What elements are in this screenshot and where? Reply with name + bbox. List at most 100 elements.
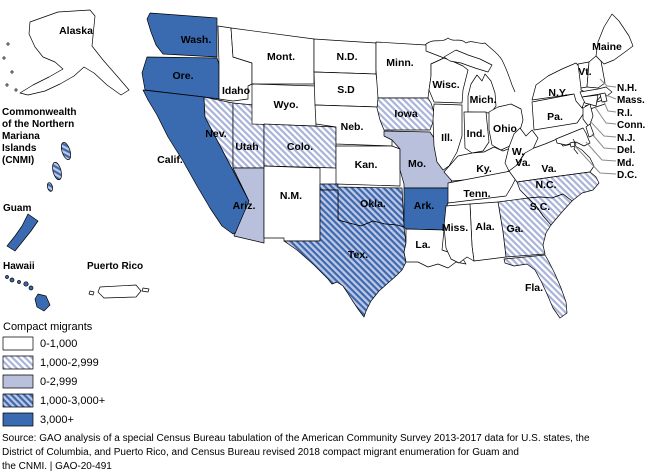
state-iowa — [376, 97, 435, 131]
leader-label: Mass. — [617, 95, 645, 106]
state-label-ks: Kan. — [355, 159, 378, 171]
state-label-ms: Miss. — [442, 222, 468, 234]
state-delaware — [585, 123, 595, 138]
state-label-nd: N.D. — [337, 51, 358, 63]
state-label-az: Ariz. — [233, 200, 256, 212]
state-label-wv: W. — [512, 146, 524, 158]
hawaii-island — [23, 281, 29, 287]
legend-swatch-1000-2999 — [2, 355, 34, 370]
aleutian-island — [6, 42, 10, 46]
state-michigan-upper-peninsula — [443, 49, 493, 73]
state-alaska — [19, 9, 130, 96]
leader-line-del — [591, 133, 617, 150]
cnmi-label: (CNMI) — [2, 155, 34, 166]
legend-label: 1,000-2,999 — [40, 357, 99, 369]
legend-row: 3,000+ — [2, 412, 74, 427]
state-mississippi — [443, 203, 475, 264]
state-rhode-island — [599, 92, 608, 103]
state-label-ok: Okla. — [360, 198, 386, 210]
state-label-tn: Tenn. — [463, 188, 490, 200]
source-note: Source: GAO analysis of a special Census… — [2, 433, 590, 472]
puerto-rico-islet — [141, 287, 150, 293]
leader-label: N.J. — [617, 133, 636, 144]
state-label-ia: Iowa — [394, 108, 417, 120]
cnmi-label: Islands — [2, 143, 37, 154]
leader-line-nh — [599, 78, 617, 88]
legend-swatch-0-1000 — [2, 336, 34, 351]
legend: Compact migrants 0-1,000 1,000-2,999 0-2… — [2, 321, 105, 427]
cnmi-island — [46, 182, 54, 192]
leader-line-mass — [605, 94, 617, 100]
aleutian-island — [14, 88, 18, 92]
legend-label: 3,000+ — [40, 414, 74, 426]
source-line: the CNMI. | GAO-20-491 — [2, 461, 112, 472]
legend-row: 1,000-2,999 — [2, 355, 99, 370]
map-labels: Alaska Wash. Ore. Calif. Idaho Mont. Wyo. Nev. U… — [2, 25, 646, 294]
state-texas — [283, 189, 407, 318]
aleutian-island — [10, 70, 14, 74]
aleutian-island — [5, 83, 9, 87]
leader-line-nj — [589, 120, 617, 138]
state-indiana — [463, 111, 490, 154]
state-label-ky: Ky. — [476, 163, 492, 175]
state-label-fl: Fla. — [525, 282, 543, 294]
state-label-ga: Ga. — [507, 223, 524, 235]
leader-label: Del. — [617, 145, 636, 156]
state-oregon — [141, 56, 220, 100]
state-label-wy: Wyo. — [274, 99, 299, 111]
legend-label: 1,000-3,000+ — [40, 395, 105, 407]
leader-label: Md. — [617, 158, 634, 169]
legend-row: 1,000-3,000+ — [2, 393, 105, 408]
legend-title: Compact migrants — [3, 321, 93, 333]
state-label-sc: S.C. — [530, 201, 551, 213]
state-label-la: La. — [415, 239, 430, 251]
state-label-ca: Calif. — [157, 154, 183, 166]
state-label-nm: N.M. — [280, 190, 302, 202]
cnmi-label: Commonwealth — [2, 107, 76, 118]
cnmi-label: of the Northern — [2, 119, 74, 130]
hawaii-island — [5, 275, 9, 279]
cnmi-island — [60, 142, 72, 160]
state-label-ar: Ark. — [414, 200, 435, 212]
source-line: District of Columbia, and Puerto Rico, a… — [2, 447, 519, 458]
puerto-rico-islet — [88, 290, 95, 296]
hawaii-big-island — [34, 293, 51, 312]
legend-row: 0-1,000 — [2, 336, 77, 351]
canada-border-line — [424, 37, 516, 93]
cnmi-island — [52, 161, 62, 181]
state-label-or: Ore. — [172, 70, 193, 82]
state-label-mn: Minn. — [386, 57, 413, 69]
state-maryland — [555, 127, 591, 147]
leader-line-conn — [594, 106, 617, 125]
state-label-id: Idaho — [222, 85, 250, 97]
state-connecticut — [581, 94, 599, 107]
hawaii-island — [9, 277, 15, 283]
puerto-rico-island — [97, 284, 142, 299]
leader-label: N.H. — [617, 83, 637, 94]
puerto-rico-label: Puerto Rico — [87, 261, 143, 272]
state-maine — [595, 13, 634, 65]
state-label-me: Maine — [592, 41, 622, 53]
aleutian-island — [2, 56, 6, 60]
state-florida — [503, 254, 568, 319]
state-label-mi: Mich. — [470, 94, 497, 106]
state-label-mt: Mont. — [267, 51, 295, 63]
legend-row: 0-2,999 — [2, 374, 77, 389]
state-label-ny: N.Y. — [548, 87, 567, 99]
state-michigan — [467, 73, 497, 114]
state-label-in: Ind. — [467, 128, 486, 140]
state-new-mexico — [263, 165, 321, 242]
hawaii-island — [17, 280, 21, 284]
state-label-pa: Pa. — [547, 111, 563, 123]
leader-label: D.C. — [617, 170, 637, 181]
legend-swatch-3000plus — [2, 412, 34, 427]
leader-line-md — [585, 141, 617, 162]
legend-label: 0-1,000 — [40, 338, 77, 350]
hawaii-island — [28, 285, 34, 291]
state-label-mo: Mo. — [408, 158, 426, 170]
legend-swatch-1000-3000plus — [2, 393, 34, 408]
state-label-wi: Wisc. — [432, 79, 459, 91]
leader-line-dc — [574, 145, 617, 175]
